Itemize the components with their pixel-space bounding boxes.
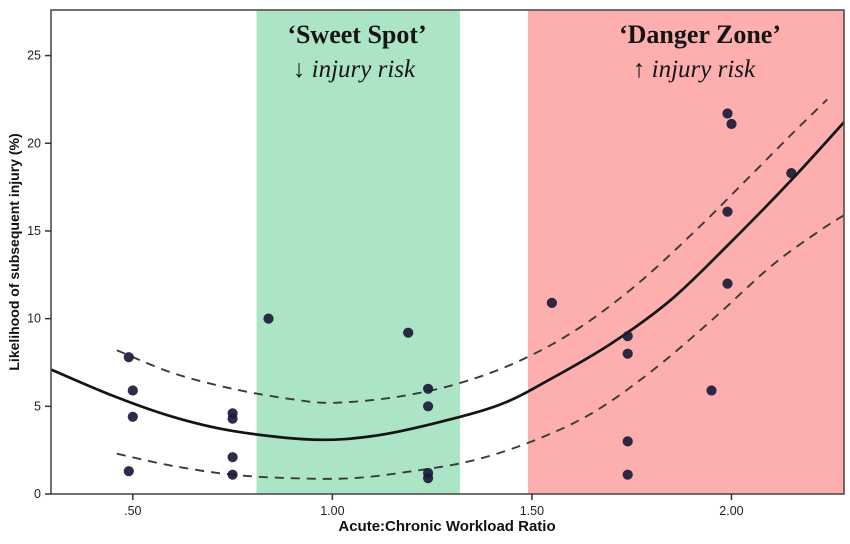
data-point xyxy=(263,313,274,324)
data-point xyxy=(127,385,138,396)
y-tick-label: 10 xyxy=(27,312,41,326)
data-point xyxy=(722,206,733,217)
data-point xyxy=(622,348,633,359)
data-point xyxy=(423,383,434,394)
x-tick-label: .50 xyxy=(124,504,141,518)
data-point xyxy=(726,118,737,130)
data-point xyxy=(403,327,414,338)
danger-zone-band xyxy=(527,10,844,494)
data-point xyxy=(546,297,558,308)
data-point xyxy=(622,331,633,342)
x-tick-label: 1.50 xyxy=(520,504,544,518)
data-point xyxy=(123,466,134,477)
data-point xyxy=(227,413,238,424)
sweet-spot-band xyxy=(256,10,461,494)
data-point xyxy=(423,401,434,412)
y-tick-label: 25 xyxy=(27,49,41,63)
danger-zone-subtitle: ↑ injury risk xyxy=(632,56,756,83)
y-tick-label: 20 xyxy=(27,136,41,150)
data-point xyxy=(123,352,134,363)
data-point xyxy=(722,278,733,289)
x-tick-label: 1.00 xyxy=(320,504,344,518)
sweet-spot-subtitle: ↓ injury risk xyxy=(292,56,416,83)
fit-curve xyxy=(51,121,844,442)
upper-ci-curve xyxy=(116,98,828,404)
data-point xyxy=(423,473,434,484)
danger-zone-title: ‘Danger Zone’ xyxy=(618,20,782,49)
data-point xyxy=(622,436,633,447)
data-point xyxy=(786,168,797,179)
y-tick-label: 5 xyxy=(34,399,41,413)
sweet-spot-title: ‘Sweet Spot’ xyxy=(287,20,427,49)
data-point xyxy=(227,469,238,480)
lower-ci-curve xyxy=(116,214,844,480)
y-tick-label: 15 xyxy=(27,224,41,238)
data-point xyxy=(622,469,633,480)
y-axis-title: Likelihood of subsequent injury (%) xyxy=(6,133,22,371)
plot-frame xyxy=(50,9,845,495)
y-tick-label: 0 xyxy=(34,487,41,501)
x-axis-title: Acute:Chronic Workload Ratio xyxy=(338,518,556,535)
x-tick-label: 2.00 xyxy=(719,504,743,518)
data-point xyxy=(722,108,733,119)
data-point xyxy=(227,452,238,463)
data-point xyxy=(706,385,717,396)
data-point xyxy=(127,411,138,422)
